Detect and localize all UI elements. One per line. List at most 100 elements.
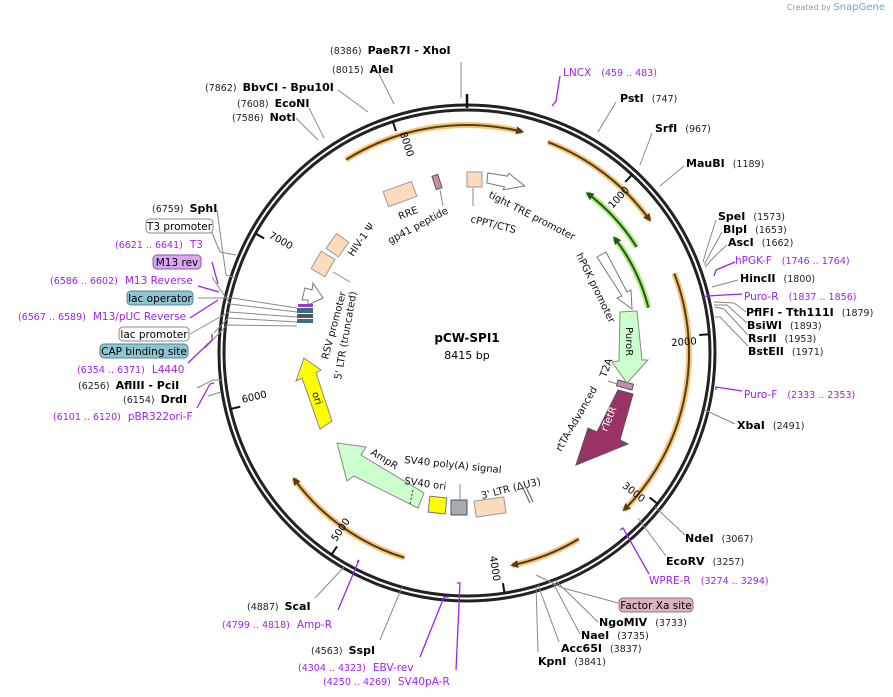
enzyme-site[interactable]: (4563) SspI <box>311 644 375 657</box>
primer-label[interactable]: (4304 .. 4323) EBV-rev <box>298 662 414 674</box>
t2a-feature[interactable] <box>615 379 635 391</box>
tick-label: 2000 <box>671 336 697 349</box>
enzyme-site[interactable]: EcoRV (3257) <box>666 555 744 568</box>
tick-mark <box>230 405 241 410</box>
cppt-feature[interactable] <box>466 171 483 188</box>
svg-text:lac operator: lac operator <box>128 293 192 305</box>
tick-label: 4000 <box>487 555 502 582</box>
enzyme-site[interactable]: NdeI (3067) <box>685 532 753 545</box>
primer-label[interactable]: Puro-R (1837 .. 1856) <box>744 291 856 303</box>
orf-arc[interactable] <box>622 273 690 512</box>
enzyme-site[interactable]: (7608) EcoNI <box>237 97 309 110</box>
enzyme-site[interactable]: SrfI (967) <box>655 122 711 135</box>
enzyme-site[interactable]: NgoMIV (3733) <box>599 616 687 629</box>
lac-region-marks <box>297 304 313 323</box>
primer-label[interactable]: WPRE-R (3274 .. 3294) <box>649 575 769 587</box>
ori-feature[interactable] <box>295 357 333 430</box>
primer-label[interactable]: (6354 .. 6371) L4440 <box>77 364 184 376</box>
feature-box-lac-promoter[interactable]: lac promoter <box>118 326 190 342</box>
plasmid-length: 8415 bp <box>444 349 489 362</box>
feature-box-lac-operator[interactable]: lac operator <box>126 290 194 306</box>
tick-mark <box>649 496 659 505</box>
tick-mark <box>254 232 265 240</box>
orf-arc[interactable] <box>547 141 652 222</box>
rre-feature[interactable] <box>382 180 418 208</box>
enzyme-site[interactable]: BsiWI (1893) <box>747 319 822 332</box>
enzyme-site[interactable]: (4887) ScaI <box>247 600 311 613</box>
sv40-ori-feature[interactable] <box>427 495 448 515</box>
sv40-polya-label: SV40 poly(A) signal <box>404 455 502 476</box>
enzyme-site[interactable]: SpeI (1573) <box>718 210 785 223</box>
snapgene-watermark: Created by SnapGene <box>787 2 885 13</box>
backbone-inner <box>222 108 712 598</box>
tick-mark <box>501 583 506 594</box>
orf-arc-halo <box>511 536 581 569</box>
enzyme-site[interactable]: (7586) NotI <box>232 111 296 124</box>
enzyme-site[interactable]: (6154) DrdI <box>123 393 187 406</box>
ltr3-feature[interactable] <box>473 496 507 518</box>
t2a-label: T2A <box>598 357 615 380</box>
puror-feature[interactable] <box>611 310 650 384</box>
orf-arc-green[interactable] <box>613 236 650 309</box>
plasmid-name: pCW-SPI1 <box>434 331 499 345</box>
enzyme-site[interactable]: RsrII (1953) <box>748 332 816 345</box>
primer-leaders <box>187 75 743 671</box>
primer-label[interactable]: (6101 .. 6120) pBR322ori-F <box>53 411 193 423</box>
tick-mark <box>624 173 633 183</box>
enzyme-site[interactable]: BlpI (1653) <box>723 223 787 236</box>
feature-box-cap-binding-site[interactable]: CAP binding site <box>99 343 189 359</box>
tick-label: 7000 <box>267 230 295 252</box>
puror-label: PuroR <box>623 327 634 356</box>
ampr-feature[interactable] <box>336 442 425 509</box>
enzyme-site[interactable]: (8386) PaeR7I - XhoI <box>330 44 451 57</box>
orf-arc-green[interactable] <box>585 192 638 248</box>
enzyme-site[interactable]: (8015) AleI <box>332 63 393 76</box>
enzyme-leaders <box>189 62 749 653</box>
enzyme-site[interactable]: PflFI - Tth111I (1879) <box>746 306 873 319</box>
enzyme-site[interactable]: KpnI (3841) <box>538 655 606 668</box>
primer-label[interactable]: Puro-F (2333 .. 2353) <box>744 389 855 401</box>
enzyme-site[interactable]: Acc65I (3837) <box>561 642 642 655</box>
primer-label[interactable]: (4799 .. 4818) Amp-R <box>222 619 332 631</box>
tre-promoter-feature[interactable] <box>486 171 526 192</box>
orf-arc[interactable] <box>510 538 580 568</box>
psi-label: HIV-1 Ψ <box>346 221 377 258</box>
enzyme-site[interactable]: PstI (747) <box>620 92 677 105</box>
primer-label[interactable]: (6567 .. 6589) M13/pUC Reverse <box>18 311 186 323</box>
enzyme-site[interactable]: (6759) SphI <box>152 202 217 215</box>
feature-box-m13-rev[interactable]: M13 rev <box>152 254 202 270</box>
enzyme-site[interactable]: HincII (1800) <box>740 272 815 285</box>
enzyme-site[interactable]: (7862) BbvCI - Bpu10I <box>205 81 334 94</box>
watermark-brand: SnapGene <box>833 2 885 13</box>
rtetr-feature[interactable] <box>575 389 634 466</box>
orf-arc[interactable] <box>345 124 525 161</box>
boxed-feature-labels: T3 promoter M13 rev lac operator lac pro… <box>99 218 694 613</box>
rsv-promoter-feature[interactable] <box>301 281 324 306</box>
hiv-psi-feature[interactable] <box>325 232 350 258</box>
gp41-feature[interactable] <box>431 173 443 191</box>
orf-arc-halo <box>546 139 653 222</box>
feature-box-t3-promoter[interactable]: T3 promoter <box>145 218 214 234</box>
primer-label[interactable]: LNCX (459 .. 483) <box>563 67 657 79</box>
enzyme-site[interactable]: XbaI (2491) <box>737 419 804 432</box>
sv40-polya-feature[interactable] <box>450 499 468 516</box>
enzyme-site[interactable]: (6256) AflIII - PciI <box>78 379 179 392</box>
primer-label[interactable]: (4250 .. 4269) SV40pA-R <box>323 676 450 688</box>
primer-label[interactable]: hPGK-F (1746 .. 1764) <box>735 255 850 267</box>
hpgk-promoter-feature[interactable] <box>596 251 633 311</box>
enzyme-site[interactable]: NaeI (3735) <box>581 629 649 642</box>
orf-arc[interactable] <box>292 477 405 559</box>
enzyme-site[interactable]: AscI (1662) <box>728 236 793 249</box>
tick-mark <box>391 121 397 132</box>
primer-label[interactable]: (6586 .. 6602) M13 Reverse <box>50 275 193 287</box>
enzyme-labels: (8386) PaeR7I - XhoI (8015) AleI (7862) Bbv… <box>78 44 873 668</box>
svg-text:CAP binding site: CAP binding site <box>101 346 187 358</box>
ltr3-label: 3' LTR (ΔU3) <box>480 476 542 501</box>
enzyme-site[interactable]: MauBI (1189) <box>686 157 764 170</box>
orf-arcs <box>291 122 692 569</box>
enzyme-site[interactable]: BstEII (1971) <box>748 345 823 358</box>
ltr5-feature[interactable] <box>310 250 336 278</box>
feature-box-factor-xa-site[interactable]: Factor Xa site <box>618 597 694 613</box>
primer-label[interactable]: (6621 .. 6641) T3 <box>115 239 203 251</box>
